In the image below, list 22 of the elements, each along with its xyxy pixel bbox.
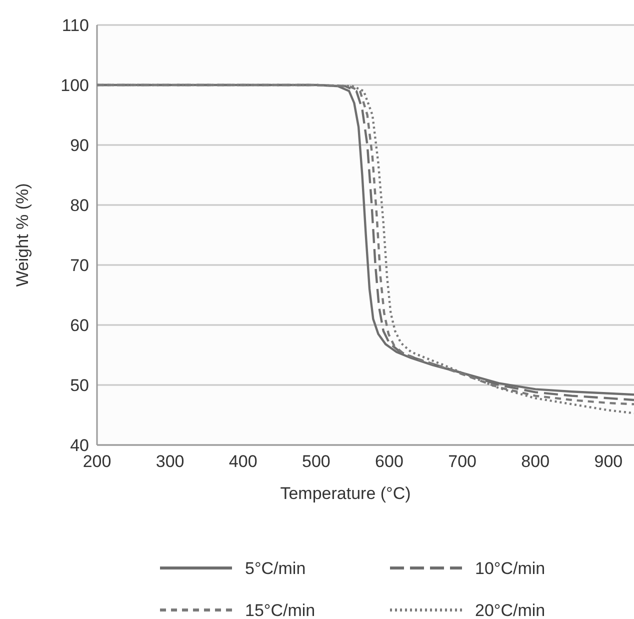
y-tick-label: 70 (70, 256, 89, 275)
y-tick-label: 100 (60, 76, 89, 95)
y-axis-title: Weight % (%) (13, 183, 32, 287)
x-tick-label: 700 (448, 452, 476, 471)
y-tick-label: 40 (70, 436, 89, 455)
y-tick-label: 50 (70, 376, 89, 395)
legend-label: 15°C/min (245, 600, 316, 619)
x-tick-label: 800 (521, 452, 550, 471)
x-tick-label: 900 (594, 452, 623, 471)
y-tick-label: 90 (70, 136, 89, 155)
legend-label: 10°C/min (475, 558, 546, 578)
x-tick-label: 500 (302, 452, 330, 471)
y-tick-label: 110 (62, 16, 89, 35)
x-axis-title: Temperature (°C) (280, 484, 411, 503)
x-tick-label: 300 (156, 452, 184, 471)
x-tick-label: 200 (82, 452, 112, 471)
x-tick-label: 600 (375, 452, 404, 471)
x-tick-label: 400 (228, 452, 258, 471)
legend-label: 20°C/min (475, 600, 546, 619)
y-tick-label: 80 (70, 196, 89, 215)
legend-label: 5°C/min (245, 558, 306, 578)
y-tick-label: 60 (70, 316, 89, 335)
